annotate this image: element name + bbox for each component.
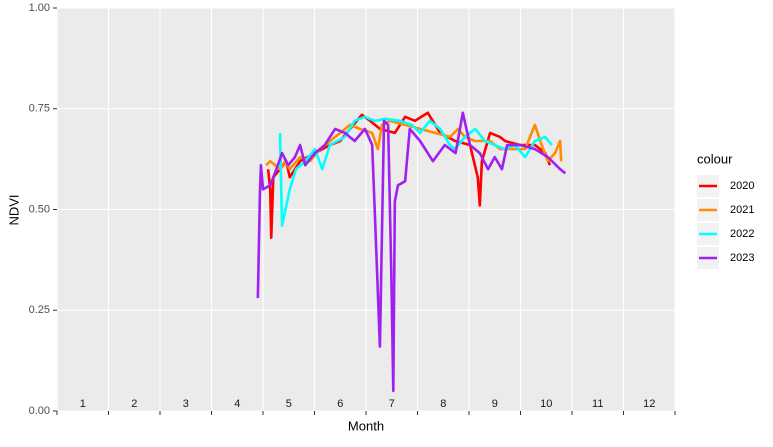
month-label: 11 bbox=[592, 398, 603, 410]
month-label: 6 bbox=[337, 398, 343, 410]
legend-title: colour bbox=[697, 151, 733, 166]
month-label: 3 bbox=[183, 398, 189, 410]
y-tick-label: 0.75 bbox=[29, 103, 50, 115]
month-label: 7 bbox=[389, 398, 395, 410]
month-label: 5 bbox=[286, 398, 292, 410]
legend-label: 2022 bbox=[730, 228, 754, 240]
legend-label: 2020 bbox=[730, 180, 754, 192]
legend: 2020 2021 2022 2023 bbox=[697, 175, 754, 269]
y-tick-label: 1.00 bbox=[29, 2, 50, 14]
y-tick-label: 0.25 bbox=[29, 304, 50, 316]
month-label: 12 bbox=[643, 398, 655, 410]
month-label: 8 bbox=[440, 398, 446, 410]
grid bbox=[56, 7, 676, 412]
x-axis-title: Month bbox=[348, 418, 384, 433]
month-label: 4 bbox=[234, 398, 240, 410]
month-label: 2 bbox=[131, 398, 137, 410]
month-label: 10 bbox=[540, 398, 552, 410]
legend-label: 2023 bbox=[730, 252, 754, 264]
legend-label: 2021 bbox=[730, 204, 754, 216]
y-tick-label: 0.00 bbox=[29, 405, 50, 417]
y-axis-title: NDVI bbox=[6, 194, 21, 225]
series-line bbox=[256, 111, 567, 393]
axes: 0.000.250.500.751.001 2 3 4 5 6 7 8 9 10 11 12 bbox=[29, 2, 676, 417]
month-label: 9 bbox=[492, 398, 498, 410]
lines bbox=[256, 111, 567, 393]
month-label: 1 bbox=[80, 398, 86, 410]
y-tick-label: 0.50 bbox=[29, 203, 50, 215]
